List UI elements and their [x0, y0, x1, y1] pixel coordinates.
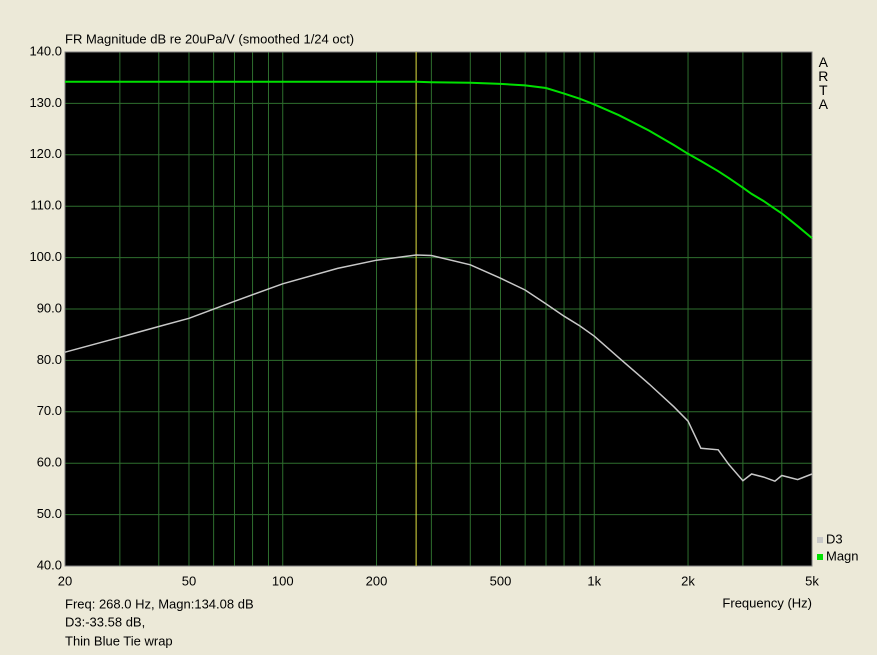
- readout: Freq: 268.0 Hz, Magn:134.08 dB: [65, 596, 254, 611]
- readout: D3:-33.58 dB,: [65, 614, 145, 629]
- y-tick-label: 110.0: [30, 198, 62, 213]
- y-tick-label: 90.0: [37, 300, 62, 315]
- y-tick-label: 120.0: [29, 146, 62, 161]
- y-tick-label: 70.0: [37, 403, 62, 418]
- series-line: [65, 80, 813, 239]
- legend-label: Magn: [826, 548, 859, 563]
- legend-label: D3: [826, 531, 843, 546]
- x-tick-label: 200: [366, 573, 388, 588]
- readout: Thin Blue Tie wrap: [65, 633, 173, 648]
- x-tick-label: 500: [490, 573, 512, 588]
- legend-swatch: [817, 554, 823, 560]
- y-tick-label: 80.0: [37, 352, 62, 367]
- y-tick-label: 130.0: [29, 95, 62, 110]
- x-axis-label: Frequency (Hz): [722, 595, 812, 610]
- y-tick-label: 50.0: [37, 506, 62, 521]
- chart-title: FR Magnitude dB re 20uPa/V (smoothed 1/2…: [65, 31, 354, 46]
- x-tick-label: 5k: [805, 573, 819, 588]
- legend-swatch: [817, 537, 823, 543]
- x-tick-label: 20: [58, 573, 72, 588]
- x-tick-label: 100: [272, 573, 294, 588]
- y-tick-label: 140.0: [29, 43, 62, 58]
- y-tick-label: 60.0: [37, 455, 62, 470]
- y-tick-label: 100.0: [29, 249, 62, 264]
- watermark: ARTA: [815, 54, 831, 110]
- x-tick-label: 50: [182, 573, 196, 588]
- x-tick-label: 2k: [681, 573, 695, 588]
- series-line: [64, 254, 813, 483]
- x-tick-label: 1k: [587, 573, 601, 588]
- y-tick-label: 40.0: [37, 557, 62, 572]
- plot-border: [64, 51, 813, 567]
